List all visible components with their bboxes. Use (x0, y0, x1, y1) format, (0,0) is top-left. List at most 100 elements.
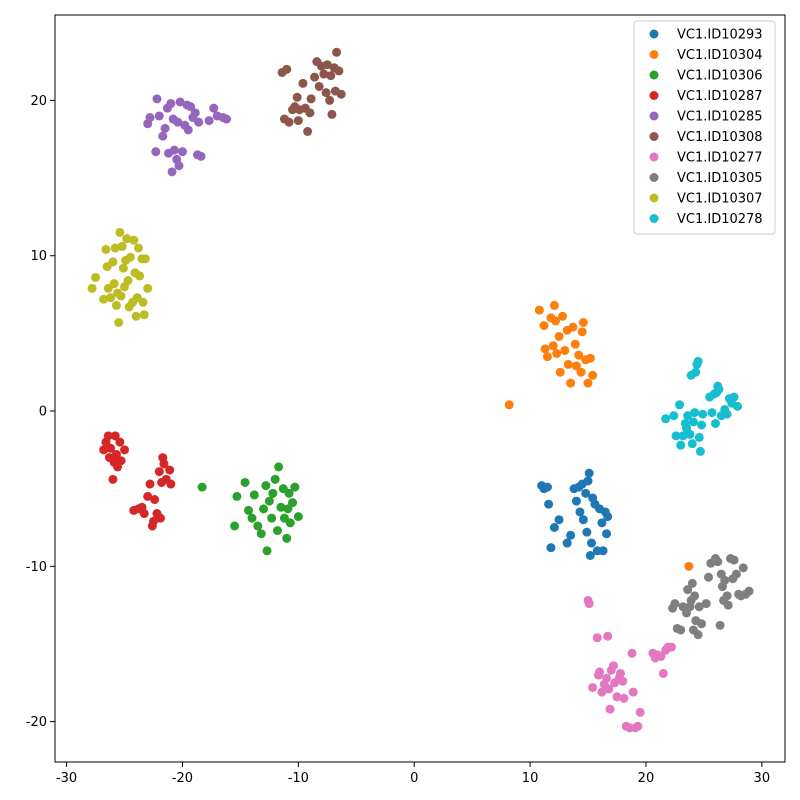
data-point (270, 474, 280, 484)
data-point (325, 95, 335, 105)
data-point (249, 490, 259, 500)
legend-marker (649, 214, 659, 223)
data-point (259, 504, 269, 514)
data-point (334, 66, 344, 76)
data-point (293, 512, 303, 522)
data-point (546, 543, 556, 553)
data-point (209, 103, 219, 113)
data-point (704, 572, 714, 582)
x-tick-label: 20 (638, 771, 655, 786)
data-point (166, 479, 176, 489)
data-point (722, 409, 732, 419)
x-tick-label: 30 (754, 771, 771, 786)
data-point (282, 64, 292, 74)
data-point (658, 668, 668, 678)
legend-marker (649, 29, 659, 39)
data-point (562, 538, 572, 548)
legend-marker (649, 132, 659, 141)
data-point (327, 109, 337, 119)
series-VC1.ID10285 (143, 94, 231, 177)
data-point (691, 367, 701, 377)
data-point (588, 370, 598, 380)
data-point (676, 440, 686, 450)
data-point (154, 111, 164, 121)
data-point (694, 602, 704, 612)
data-point (710, 418, 720, 428)
data-point (534, 305, 544, 315)
data-point (683, 411, 693, 421)
data-point (158, 131, 168, 141)
data-point (698, 409, 708, 419)
data-point (687, 578, 697, 588)
data-point (230, 521, 240, 531)
data-point (693, 630, 703, 640)
data-point (563, 359, 573, 369)
data-point (115, 437, 125, 447)
data-point (197, 482, 207, 492)
data-point (244, 505, 254, 515)
data-point (566, 378, 576, 388)
points-layer (87, 47, 754, 733)
series-VC1.ID10293 (537, 468, 613, 560)
data-point (597, 687, 607, 697)
legend-marker (649, 152, 659, 162)
data-point (693, 356, 703, 366)
data-point (285, 518, 295, 528)
data-point (106, 293, 116, 303)
data-point (685, 429, 695, 439)
legend-label: VC1.ID10285 (677, 110, 763, 125)
data-point (154, 467, 164, 477)
data-point (108, 474, 118, 484)
data-point (666, 642, 676, 652)
legend-label: VC1.ID10278 (677, 212, 763, 227)
data-point (262, 546, 272, 556)
legend-label: VC1.ID10306 (677, 69, 763, 84)
data-point (683, 585, 693, 595)
data-point (138, 297, 148, 307)
data-point (670, 599, 680, 609)
data-point (618, 676, 628, 686)
data-point (183, 125, 193, 135)
legend-marker (649, 173, 659, 182)
data-point (99, 445, 109, 455)
data-point (332, 47, 342, 57)
data-point (165, 465, 175, 475)
data-point (548, 341, 558, 351)
data-point (585, 550, 595, 560)
data-point (731, 569, 741, 579)
data-point (91, 272, 101, 282)
data-point (190, 108, 200, 118)
data-point (99, 294, 109, 304)
data-point (310, 72, 320, 82)
data-point (283, 504, 293, 514)
data-point (319, 69, 329, 79)
data-point (120, 445, 130, 455)
data-point (566, 530, 576, 540)
data-point (303, 126, 313, 136)
y-tick-label: 10 (30, 249, 47, 264)
data-point (133, 243, 143, 253)
data-point (139, 310, 149, 320)
legend-label: VC1.ID10308 (677, 130, 763, 145)
data-point (267, 513, 277, 523)
data-point (111, 300, 121, 310)
data-point (584, 468, 594, 478)
data-point (571, 496, 581, 506)
data-point (720, 575, 730, 585)
data-point (326, 71, 336, 81)
data-point (582, 527, 592, 537)
data-point (729, 392, 739, 402)
data-point (669, 411, 679, 421)
data-point (690, 591, 700, 601)
data-point (123, 276, 133, 286)
legend-box (633, 20, 776, 235)
legend-marker (649, 70, 659, 80)
x-tick-label: 10 (522, 771, 539, 786)
data-point (151, 147, 161, 157)
axis-ticks: -30 -20 -10 0 10 20 30 -20 -10 0 10 20 (26, 94, 770, 786)
data-point (173, 117, 183, 127)
data-point (290, 482, 300, 492)
data-point (656, 651, 666, 661)
data-point (592, 633, 602, 643)
